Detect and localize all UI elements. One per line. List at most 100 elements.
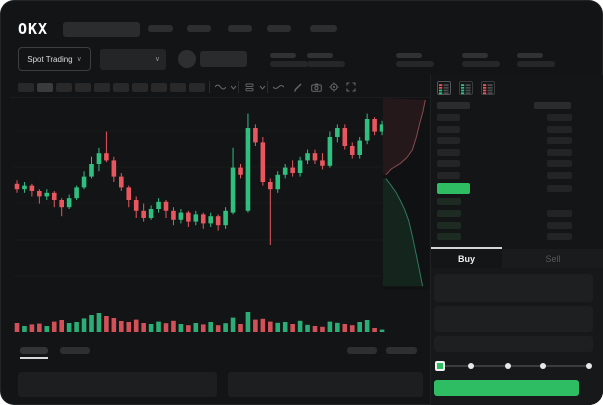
order-book-panel: Buy Sell (430, 75, 603, 405)
market-type-selector[interactable]: Spot Trading ∨ (18, 47, 91, 71)
mid-amount-placeholder (547, 185, 572, 192)
ticker-stat-value-placeholder (462, 61, 500, 67)
toolbar-divider (267, 81, 268, 93)
ticker-stat-value-placeholder (270, 61, 308, 67)
timeframe-button[interactable] (170, 83, 186, 92)
bottom-tab[interactable] (60, 347, 90, 354)
ticker-stat-label-placeholder (517, 53, 543, 58)
timeframe-button[interactable] (37, 83, 53, 92)
ticker-stat-label-placeholder (307, 53, 333, 58)
tab-sell[interactable]: Sell (502, 249, 603, 268)
bid-price-placeholder[interactable] (437, 221, 461, 229)
search-input[interactable] (63, 22, 140, 37)
bid-amount-placeholder[interactable] (547, 209, 572, 217)
ask-amount-placeholder[interactable] (547, 125, 572, 133)
bid-amount-placeholder[interactable] (547, 221, 572, 229)
depth-canvas (383, 98, 426, 287)
bid-price-placeholder[interactable] (437, 233, 461, 241)
book-asks-icon[interactable] (481, 81, 495, 95)
market-type-label: Spot Trading (27, 54, 73, 64)
ask-amount-placeholder[interactable] (547, 160, 572, 168)
chevron-down-icon: ∨ (76, 55, 82, 63)
nav-item-placeholder[interactable] (228, 25, 252, 32)
ticker-stat-label-placeholder (396, 53, 422, 58)
pair-action-button[interactable] (200, 51, 247, 67)
ask-price-placeholder[interactable] (437, 114, 460, 121)
nav-item-placeholder[interactable] (267, 25, 291, 32)
layers-icon[interactable] (243, 81, 255, 93)
chevron-down-icon[interactable] (227, 81, 239, 93)
nav-item-placeholder[interactable] (310, 25, 337, 32)
slider-step-dot[interactable] (505, 363, 511, 369)
ticker-stat-label-placeholder (270, 53, 296, 58)
camera-icon[interactable] (310, 81, 322, 93)
chevron-down-icon[interactable] (256, 81, 268, 93)
amount-input[interactable] (434, 306, 593, 332)
ask-amount-placeholder[interactable] (547, 137, 572, 145)
gear-icon[interactable] (328, 81, 340, 93)
slider-handle[interactable] (435, 361, 445, 371)
timeframe-button[interactable] (18, 83, 34, 92)
ask-price-placeholder[interactable] (437, 137, 460, 145)
price-input[interactable] (434, 274, 593, 302)
bottom-tab-right[interactable] (347, 347, 377, 354)
tab-buy-label: Buy (457, 253, 475, 264)
timeframe-button[interactable] (113, 83, 129, 92)
order-book-header-placeholder (437, 102, 470, 109)
ask-amount-placeholder[interactable] (547, 148, 572, 156)
orders-panel-placeholder (228, 372, 423, 397)
tab-buy[interactable]: Buy (431, 249, 502, 268)
volume-bars (14, 312, 385, 332)
ticker-stat-label-placeholder (462, 53, 488, 58)
okx-logo: OKX (18, 20, 49, 38)
bid-amount-placeholder[interactable] (547, 233, 572, 241)
tab-sell-label: Sell (545, 253, 561, 264)
bottom-tab-right[interactable] (386, 347, 417, 354)
total-input[interactable] (434, 336, 593, 352)
orders-panel-placeholder (18, 372, 217, 397)
book-combined-icon[interactable] (437, 81, 451, 95)
line-icon[interactable] (272, 81, 284, 93)
timeframe-button[interactable] (75, 83, 91, 92)
chevron-down-icon: ∨ (154, 56, 160, 63)
toolbar-divider (209, 81, 210, 93)
ask-amount-placeholder[interactable] (547, 172, 572, 179)
bid-price-placeholder[interactable] (437, 198, 461, 205)
timeframe-button[interactable] (132, 83, 148, 92)
bid-price-placeholder[interactable] (437, 209, 461, 217)
pair-selector[interactable]: ∨ (100, 49, 166, 70)
ask-price-placeholder[interactable] (437, 148, 460, 156)
slider-step-dot[interactable] (586, 363, 592, 369)
book-bids-icon[interactable] (459, 81, 473, 95)
nav-item-placeholder[interactable] (187, 25, 211, 32)
last-price-highlight[interactable] (437, 183, 470, 194)
slider-step-dot[interactable] (468, 363, 474, 369)
nav-item-placeholder[interactable] (148, 25, 173, 32)
timeframe-button[interactable] (94, 83, 110, 92)
book-icon-glyph (439, 84, 449, 95)
timeframe-button[interactable] (56, 83, 72, 92)
ticker-stat-value-placeholder (307, 61, 345, 67)
ask-price-placeholder[interactable] (437, 160, 460, 168)
wave-icon[interactable] (214, 81, 226, 93)
pair-icon[interactable] (178, 50, 196, 68)
timeframe-button[interactable] (151, 83, 167, 92)
ask-price-placeholder[interactable] (437, 172, 460, 179)
order-book-header-placeholder (534, 102, 571, 109)
ask-price-placeholder[interactable] (437, 125, 460, 133)
expand-icon[interactable] (345, 81, 357, 93)
ticker-stat-value-placeholder (396, 61, 434, 67)
amount-slider[interactable] (438, 365, 587, 367)
candlestick-chart[interactable] (10, 96, 430, 340)
candles (14, 113, 385, 245)
ask-amount-placeholder[interactable] (547, 114, 572, 121)
pencil-icon[interactable] (292, 81, 304, 93)
buy-submit-button[interactable] (434, 380, 579, 396)
chart-canvas[interactable] (10, 96, 430, 340)
toolbar-separator (10, 97, 430, 98)
slider-step-dot[interactable] (540, 363, 546, 369)
bottom-tab-active[interactable] (20, 347, 48, 354)
buy-tab-underline (431, 247, 502, 249)
timeframe-button[interactable] (189, 83, 205, 92)
